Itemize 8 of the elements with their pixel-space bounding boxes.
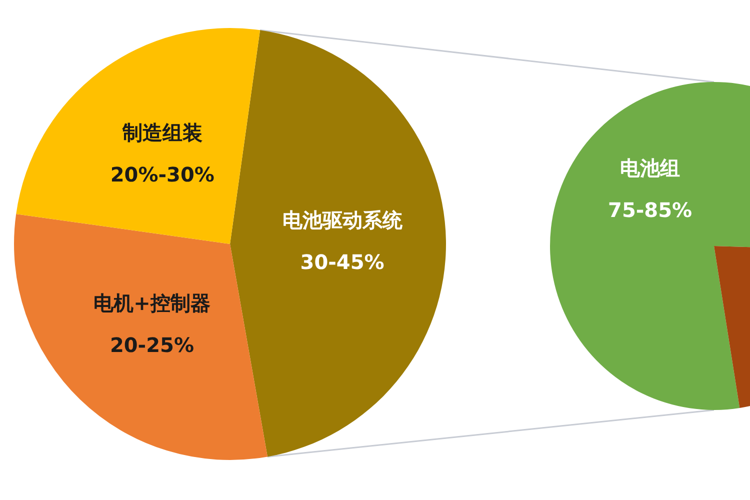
slice-label: 电池组 — [620, 156, 680, 180]
text: 20%-30% — [110, 162, 214, 186]
text: 20-25% — [110, 333, 194, 357]
text: 75-85% — [608, 198, 692, 222]
text: 30-45% — [300, 250, 384, 274]
slice-label: 电机+控制器 — [94, 291, 210, 315]
slice-label: 电池驱动系统 — [282, 208, 404, 232]
slice-label: 制造组装 — [121, 120, 202, 144]
